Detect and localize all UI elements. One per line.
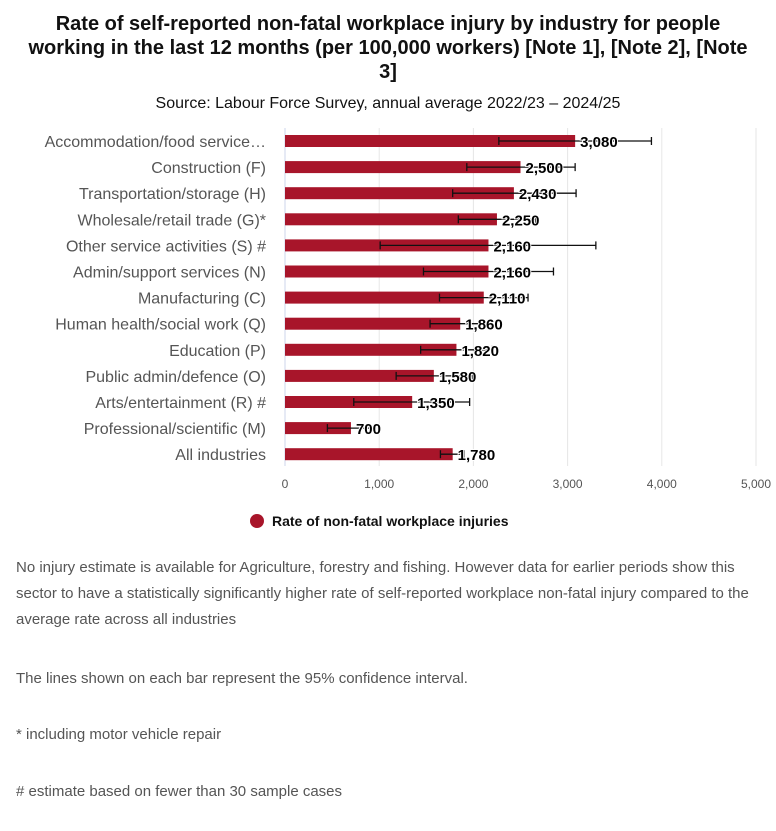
data-label: 1,780	[458, 447, 496, 464]
category-label: Arts/entertainment (R) #	[95, 395, 266, 412]
data-label: 700	[356, 421, 381, 438]
bar	[285, 291, 484, 304]
bar	[285, 187, 514, 200]
x-tick-label: 3,000	[553, 477, 583, 491]
data-label: 1,820	[461, 343, 499, 360]
category-label: Public admin/defence (O)	[85, 369, 266, 386]
category-label: Human health/social work (Q)	[55, 317, 266, 334]
x-tick-label: 2,000	[458, 477, 488, 491]
category-label: Transportation/storage (H)	[79, 186, 266, 203]
chart-title: Rate of self-reported non-fatal workplac…	[28, 13, 748, 83]
category-label: Construction (F)	[151, 160, 266, 177]
bar-chart: 0 1,000 2,000 3,000 4,000 5,000 Accommodation/…	[45, 128, 771, 491]
category-label: Education (P)	[169, 343, 266, 360]
category-label: Manufacturing (C)	[138, 291, 266, 308]
data-label: 1,580	[439, 369, 477, 386]
category-label: Accommodation/food service…	[45, 134, 266, 151]
data-label: 2,160	[493, 265, 531, 282]
data-label: 3,080	[580, 134, 618, 151]
bar	[285, 135, 576, 147]
note-confidence: The lines shown on each bar represent th…	[16, 670, 468, 687]
note-hash: # estimate based on fewer than 30 sample…	[16, 783, 343, 800]
note-agriculture: No injury estimate is available for Agri…	[16, 559, 749, 628]
bar	[285, 422, 351, 435]
data-label: 1,350	[417, 395, 455, 412]
data-label: 1,860	[465, 317, 503, 334]
chart-subtitle: Source: Labour Force Survey, annual aver…	[155, 95, 621, 112]
bar	[285, 448, 453, 461]
x-tick-label: 5,000	[741, 477, 771, 491]
category-label: Wholesale/retail trade (G)*	[77, 212, 266, 229]
data-label: 2,430	[519, 186, 557, 203]
data-label: 2,500	[526, 160, 564, 177]
x-tick-label: 4,000	[647, 477, 677, 491]
x-tick-label: 1,000	[364, 477, 394, 491]
category-label: All industries	[175, 447, 266, 464]
category-label: Admin/support services (N)	[73, 265, 266, 282]
category-label: Professional/scientific (M)	[84, 421, 266, 438]
category-label: Other service activities (S) #	[66, 238, 266, 255]
data-label: 2,160	[493, 238, 531, 255]
bar	[285, 161, 521, 174]
bar	[285, 213, 497, 226]
legend-label: Rate of non-fatal workplace injuries	[272, 513, 509, 529]
bar	[285, 265, 489, 278]
bar	[285, 317, 461, 330]
x-tick-label: 0	[282, 477, 289, 491]
data-label: 2,250	[502, 212, 540, 229]
bar	[285, 396, 413, 408]
data-label: 2,110	[489, 291, 526, 308]
bar	[285, 343, 457, 356]
legend-marker	[250, 514, 264, 528]
note-asterisk: * including motor vehicle repair	[16, 726, 222, 743]
legend-item[interactable]: Rate of non-fatal workplace injuries	[250, 513, 509, 529]
